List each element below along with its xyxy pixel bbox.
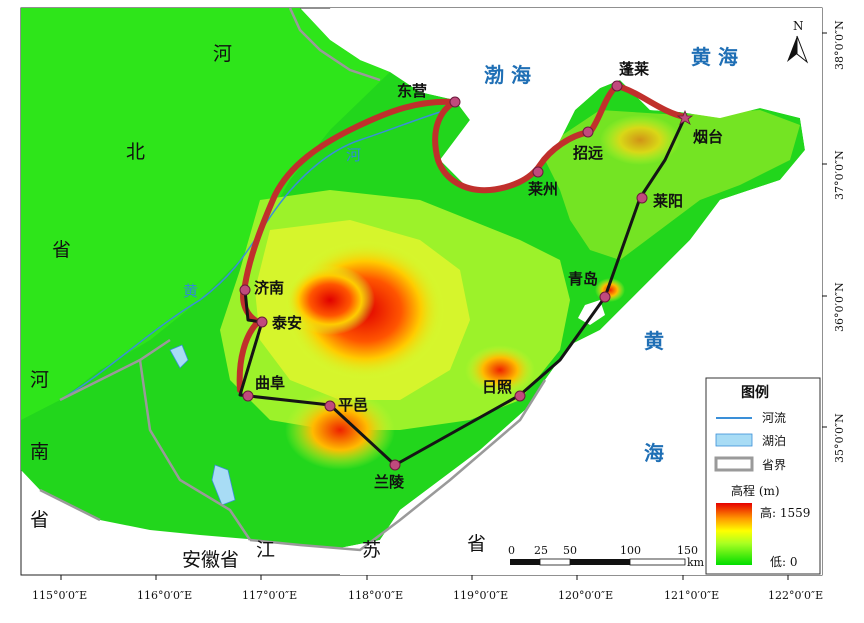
wulian-mountains xyxy=(465,345,535,395)
legend-elevation-low: 低: 0 xyxy=(770,555,798,569)
city-label-laizhou: 莱州 xyxy=(528,180,558,198)
scale-label-0: 0 xyxy=(508,544,515,557)
longitude-ticks: 115°0′0″E 116°0′0″E 117°0′0″E 118°0′0″E … xyxy=(32,575,823,602)
city-dot-laiyang xyxy=(636,192,648,204)
lon-tick-122: 122°0′0″E xyxy=(768,589,823,602)
city-dot-pingyi xyxy=(324,400,336,412)
province-label-hebei-1: 河 xyxy=(213,43,232,65)
city-label-qingdao: 青岛 xyxy=(568,270,598,288)
bohai-sea xyxy=(330,8,822,190)
province-label-hebei-2: 北 xyxy=(126,141,145,163)
scale-label-50: 50 xyxy=(563,544,577,557)
northwest-plain xyxy=(21,8,390,420)
city-label-laiyang: 莱阳 xyxy=(653,192,683,210)
legend-elevation-high: 高: 1559 xyxy=(760,505,810,520)
lake-dongping xyxy=(169,344,189,369)
legend-title: 图例 xyxy=(741,384,769,401)
north-arrow-right-icon xyxy=(796,35,809,64)
yellow-river xyxy=(59,111,441,401)
north-arrow-left-icon xyxy=(787,36,797,62)
city-dot-yantai xyxy=(676,109,694,125)
lon-tick-121: 121°0′0″E xyxy=(664,589,719,602)
lon-tick-118: 118°0′0″E xyxy=(348,589,403,602)
city-dot-laizhou xyxy=(532,166,544,178)
scale-bar: 0 25 50 100 150 km xyxy=(508,544,705,569)
lon-tick-120: 120°0′0″E xyxy=(558,589,613,602)
south-mountains xyxy=(285,390,395,470)
city-label-pingyi: 平邑 xyxy=(338,396,368,414)
taishan-massif xyxy=(285,265,375,335)
city-dot-penglai xyxy=(611,80,623,92)
scale-unit: km xyxy=(687,556,705,569)
city-dot-taian xyxy=(256,316,268,328)
city-points xyxy=(239,80,694,471)
city-label-jinan: 济南 xyxy=(254,279,284,297)
province-label-hebei-3: 省 xyxy=(52,239,71,261)
city-dot-jinan xyxy=(239,284,251,296)
lon-tick-115: 115°0′0″E xyxy=(32,589,87,602)
sea-label-bohai: 渤 海 xyxy=(484,63,531,87)
city-labels: 东营 蓬莱 烟台 招远 莱州 莱阳 青岛 日照 兰陵 平邑 曲阜 泰安 济南 xyxy=(254,60,723,491)
province-label-jiangsu-3: 省 xyxy=(467,533,486,555)
city-dot-dongying xyxy=(449,96,461,108)
north-arrow: N xyxy=(787,19,809,64)
city-label-taian: 泰安 xyxy=(271,314,302,332)
city-label-dongying: 东营 xyxy=(397,82,427,100)
city-label-penglai: 蓬莱 xyxy=(619,60,649,78)
lon-tick-116: 116°0′0″E xyxy=(137,589,192,602)
latitude-ticks: 38°0′0″N 37°0′0″N 36°0′0″N 35°0′0″N xyxy=(822,20,846,463)
scale-label-100: 100 xyxy=(620,544,641,557)
city-label-yantai: 烟台 xyxy=(693,128,723,146)
lat-tick-38: 38°0′0″N xyxy=(833,20,846,70)
province-label-jiangsu-2: 苏 xyxy=(362,539,381,561)
legend-lake-label: 湖泊 xyxy=(762,433,786,448)
province-label-henan-1: 河 xyxy=(30,369,49,391)
province-label-henan-2: 南 xyxy=(30,441,49,463)
jiaodong-peninsula xyxy=(540,110,800,260)
sea-label-huanghai-right-2: 海 xyxy=(644,441,664,465)
city-dot-rizhao xyxy=(514,390,526,402)
scale-label-150: 150 xyxy=(677,544,698,557)
legend-lake-swatch xyxy=(715,433,753,447)
legend-elevation-ramp xyxy=(716,503,752,565)
province-label-henan-3: 省 xyxy=(30,509,49,531)
river-label-he: 河 xyxy=(346,146,361,164)
legend: 图例 河流 湖泊 省界 高程 (m) 高: 1559 低: 0 xyxy=(705,377,821,575)
yellow-sea xyxy=(340,118,822,575)
sea-label-huanghai-right-1: 黄 xyxy=(644,329,664,353)
lat-tick-37: 37°0′0″N xyxy=(833,150,846,200)
lat-tick-35: 35°0′0″N xyxy=(833,413,846,463)
lake-nansi xyxy=(211,464,236,506)
city-dot-zhaoyuan xyxy=(582,126,594,138)
legend-river-label: 河流 xyxy=(762,411,786,425)
scale-label-25: 25 xyxy=(534,544,548,557)
city-label-qufu: 曲阜 xyxy=(255,374,285,392)
lat-tick-36: 36°0′0″N xyxy=(833,282,846,332)
sea-label-huanghai-top: 黄 海 xyxy=(691,45,738,69)
city-dot-qufu xyxy=(242,390,254,402)
city-label-rizhao: 日照 xyxy=(482,378,512,396)
legend-boundary-label: 省界 xyxy=(762,458,786,472)
province-boundary xyxy=(39,8,547,552)
province-label-jiangsu-1: 江 xyxy=(256,539,275,561)
lon-tick-119: 119°0′0″E xyxy=(453,589,508,602)
province-label-anhui: 安徽省 xyxy=(182,549,239,571)
north-arrow-label: N xyxy=(793,19,804,33)
river-label-huang: 黄 xyxy=(183,282,198,300)
city-dot-lanling xyxy=(389,459,401,471)
city-dot-qingdao xyxy=(599,291,611,303)
legend-boundary-swatch xyxy=(714,456,754,472)
city-label-zhaoyuan: 招远 xyxy=(573,144,603,162)
city-label-lanling: 兰陵 xyxy=(374,473,405,491)
legend-elevation-title: 高程 (m) xyxy=(731,483,780,498)
lon-tick-117: 117°0′0″E xyxy=(242,589,297,602)
